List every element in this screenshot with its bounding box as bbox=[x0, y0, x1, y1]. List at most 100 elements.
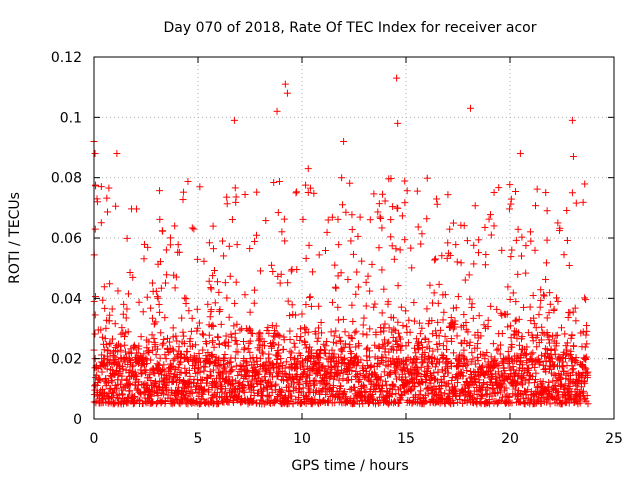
data-point bbox=[166, 241, 174, 249]
data-point bbox=[569, 368, 577, 376]
data-point bbox=[289, 310, 297, 318]
data-point bbox=[228, 216, 236, 224]
data-point bbox=[379, 340, 387, 348]
data-point bbox=[250, 299, 258, 307]
data-point bbox=[158, 341, 166, 349]
data-point bbox=[256, 267, 264, 275]
data-point bbox=[380, 285, 388, 293]
data-point bbox=[499, 354, 507, 362]
data-point bbox=[477, 350, 485, 358]
data-point bbox=[328, 346, 336, 354]
data-point bbox=[118, 324, 126, 332]
data-point bbox=[577, 393, 585, 401]
data-point bbox=[457, 368, 465, 376]
data-point bbox=[534, 383, 542, 391]
data-point bbox=[422, 397, 430, 405]
grid-lines bbox=[94, 57, 614, 419]
data-point bbox=[205, 331, 213, 339]
data-point bbox=[556, 224, 564, 232]
data-point bbox=[120, 300, 128, 308]
data-point bbox=[417, 387, 425, 395]
data-point bbox=[468, 349, 476, 357]
data-point bbox=[531, 246, 539, 254]
data-point bbox=[450, 349, 458, 357]
data-point bbox=[274, 209, 282, 217]
data-point bbox=[383, 381, 391, 389]
data-point bbox=[245, 339, 253, 347]
data-point bbox=[246, 326, 254, 334]
data-point bbox=[340, 389, 348, 397]
data-point bbox=[518, 233, 526, 241]
data-point bbox=[209, 337, 217, 345]
data-point bbox=[457, 323, 465, 331]
data-point bbox=[122, 314, 130, 322]
data-point bbox=[512, 188, 520, 196]
data-point bbox=[415, 391, 423, 399]
data-point bbox=[161, 314, 169, 322]
data-point bbox=[374, 208, 382, 216]
data-point bbox=[166, 234, 174, 242]
data-point bbox=[390, 325, 398, 333]
data-point bbox=[372, 331, 380, 339]
data-point bbox=[328, 298, 336, 306]
data-point bbox=[484, 316, 492, 324]
data-point bbox=[267, 344, 275, 352]
data-point bbox=[337, 337, 345, 345]
data-point bbox=[505, 205, 513, 213]
data-point bbox=[428, 353, 436, 361]
data-point bbox=[212, 353, 220, 361]
data-point bbox=[105, 317, 113, 325]
y-tick-labels: 0 0.02 0.04 0.06 0.08 0.1 0.12 bbox=[51, 50, 82, 428]
y-tick-label: 0 bbox=[73, 412, 82, 428]
data-point bbox=[496, 384, 504, 392]
data-point bbox=[546, 353, 554, 361]
data-point bbox=[344, 370, 352, 378]
data-point bbox=[515, 329, 523, 337]
data-point bbox=[99, 333, 107, 341]
data-point bbox=[546, 300, 554, 308]
data-point bbox=[145, 338, 153, 346]
data-point bbox=[447, 314, 455, 322]
x-tick-label: 10 bbox=[293, 431, 311, 447]
data-point bbox=[359, 321, 367, 329]
data-point bbox=[481, 223, 489, 231]
data-point bbox=[222, 332, 230, 340]
data-point bbox=[391, 327, 399, 335]
data-point bbox=[317, 319, 325, 327]
data-point bbox=[535, 311, 543, 319]
data-point bbox=[99, 296, 107, 304]
data-point bbox=[305, 241, 313, 249]
data-point bbox=[324, 216, 332, 224]
data-point bbox=[465, 381, 473, 389]
data-point bbox=[239, 338, 247, 346]
data-point bbox=[569, 153, 577, 161]
data-point bbox=[200, 385, 208, 393]
data-point bbox=[427, 374, 435, 382]
data-point bbox=[262, 217, 270, 225]
data-point bbox=[524, 329, 532, 337]
x-tick-label: 0 bbox=[90, 431, 99, 447]
data-point bbox=[225, 359, 233, 367]
data-point bbox=[114, 340, 122, 348]
data-point bbox=[251, 286, 259, 294]
data-point bbox=[352, 327, 360, 335]
data-point bbox=[147, 377, 155, 385]
data-point bbox=[362, 302, 370, 310]
data-point bbox=[421, 353, 429, 361]
data-point bbox=[444, 369, 452, 377]
data-point bbox=[128, 205, 136, 213]
data-point bbox=[402, 357, 410, 365]
data-point bbox=[306, 343, 314, 351]
data-point bbox=[354, 232, 362, 240]
data-point bbox=[449, 396, 457, 404]
data-point bbox=[356, 213, 364, 221]
data-point bbox=[244, 345, 252, 353]
data-point bbox=[117, 380, 125, 388]
data-point bbox=[259, 397, 267, 405]
data-point bbox=[188, 224, 196, 232]
data-point bbox=[193, 354, 201, 362]
data-point bbox=[334, 303, 342, 311]
data-point bbox=[259, 350, 267, 358]
data-point bbox=[244, 378, 252, 386]
data-point bbox=[302, 372, 310, 380]
